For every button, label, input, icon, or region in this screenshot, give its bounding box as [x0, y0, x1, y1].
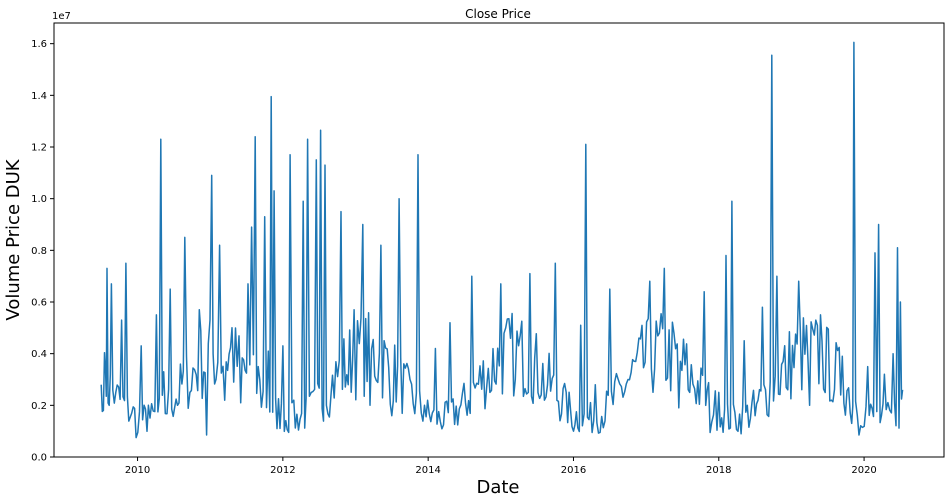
- y-axis-offset-label: 1e7: [52, 11, 71, 22]
- x-tick-label: 2014: [415, 465, 440, 476]
- y-tick-label: 1.0: [31, 194, 47, 205]
- x-tick-label: 2018: [706, 465, 731, 476]
- y-tick-label: 0.2: [31, 401, 47, 412]
- y-tick-label: 0.6: [31, 298, 47, 309]
- x-axis-label: Date: [476, 477, 519, 498]
- y-tick-label: 0.0: [31, 453, 47, 464]
- y-tick-label: 1.6: [31, 39, 47, 50]
- x-tick-label: 2016: [561, 465, 586, 476]
- plot-frame: [53, 22, 945, 458]
- y-tick-label: 0.8: [31, 246, 47, 257]
- y-tick-label: 1.4: [31, 91, 47, 102]
- y-axis-label: Volume Price DUK: [3, 158, 24, 320]
- y-axis: 0.0 0.2 0.4 0.6 0.8 1.0 1.2 1.4 1.6: [31, 39, 54, 464]
- y-tick-label: 1.2: [31, 143, 47, 154]
- chart-title: Close Price: [465, 7, 531, 21]
- x-tick-label: 2020: [851, 465, 876, 476]
- x-tick-label: 2010: [125, 465, 150, 476]
- x-tick-label: 2012: [270, 465, 295, 476]
- y-tick-label: 0.4: [31, 349, 47, 360]
- series-line: [100, 41, 904, 439]
- x-axis: 2010 2012 2014 2016 2018 2020: [125, 457, 877, 476]
